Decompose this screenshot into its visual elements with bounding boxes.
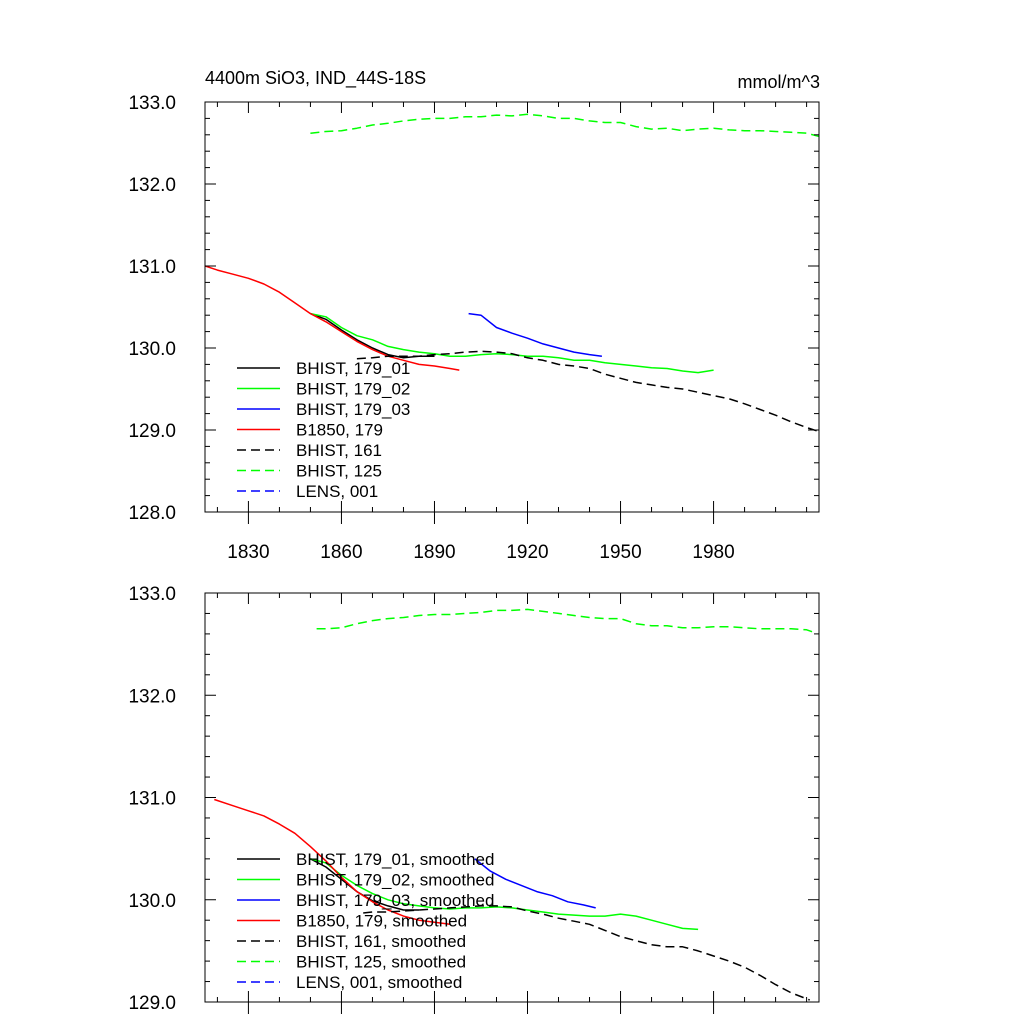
top-panel: 4400m SiO3, IND_44S-18S mmol/m^3 128.012… xyxy=(128,68,820,563)
top-x-tick-label: 1860 xyxy=(320,542,362,563)
bottom-y-tick-label: 129.0 xyxy=(128,993,176,1014)
top-y-tick-label: 133.0 xyxy=(128,93,176,114)
top-tick-marks xyxy=(205,101,819,524)
bottom-plot-frame xyxy=(204,592,820,1003)
top-x-tick-labels: 1830 1860 1890 1920 1950 1980 xyxy=(227,542,734,563)
top-chart-title: 4400m SiO3, IND_44S-18S xyxy=(205,68,426,89)
bottom-legend-label-7: LENS, 001, smoothed xyxy=(296,973,462,992)
bottom-series-line-6 xyxy=(316,608,814,633)
bottom-y-tick-label: 130.0 xyxy=(128,891,176,912)
bottom-series-layer xyxy=(214,608,814,1001)
top-legend-label-5: BHIST, 161 xyxy=(296,441,382,460)
bottom-series-line-2 xyxy=(310,858,699,931)
top-y-tick-label: 128.0 xyxy=(128,503,176,524)
bottom-series-line-3 xyxy=(474,858,596,909)
top-x-tick-label: 1950 xyxy=(599,542,641,563)
top-legend-label-7: LENS, 001 xyxy=(296,482,378,501)
top-series-line-3 xyxy=(468,312,602,357)
top-x-tick-label: 1830 xyxy=(227,542,269,563)
top-legend-label-1: BHIST, 179_01 xyxy=(296,359,410,378)
top-y-tick-labels: 128.0 129.0 130.0 131.0 132.0 133.0 xyxy=(128,93,176,524)
top-x-tick-label: 1920 xyxy=(506,542,548,563)
bottom-y-tick-label: 133.0 xyxy=(128,584,176,605)
bottom-series-line-4 xyxy=(214,798,451,926)
top-y-tick-label: 132.0 xyxy=(128,175,176,196)
top-series-line-6 xyxy=(310,113,819,138)
top-series-layer xyxy=(205,113,819,433)
bottom-y-tick-label: 132.0 xyxy=(128,686,176,707)
top-y-tick-label: 129.0 xyxy=(128,421,176,442)
bottom-tick-marks xyxy=(205,592,819,1014)
top-y-tick-label: 131.0 xyxy=(128,257,176,278)
top-legend-label-3: BHIST, 179_03 xyxy=(296,400,410,419)
bottom-legend: BHIST, 179_01, smoothed BHIST, 179_02, sm… xyxy=(237,850,494,992)
top-chart-units: mmol/m^3 xyxy=(738,72,820,92)
top-series-line-2 xyxy=(310,312,714,374)
top-legend-label-4: B1850, 179 xyxy=(296,421,383,440)
bottom-legend-label-1: BHIST, 179_01, smoothed xyxy=(296,850,494,869)
top-x-tick-label: 1980 xyxy=(692,542,734,563)
bottom-legend-label-5: BHIST, 161, smoothed xyxy=(296,932,466,951)
top-plot-frame xyxy=(204,101,820,513)
bottom-y-tick-label: 131.0 xyxy=(128,789,176,810)
bottom-legend-label-2: BHIST, 179_02, smoothed xyxy=(296,871,494,890)
bottom-legend-label-4: B1850, 179, smoothed xyxy=(296,912,467,931)
top-series-line-4 xyxy=(205,265,460,371)
bottom-legend-label-6: BHIST, 125, smoothed xyxy=(296,953,466,972)
top-legend-label-6: BHIST, 125 xyxy=(296,462,382,481)
bottom-y-tick-labels: 129.0 130.0 131.0 132.0 133.0 xyxy=(128,584,176,1014)
top-series-line-5 xyxy=(356,350,819,433)
bottom-panel: 129.0 130.0 131.0 132.0 133.0 BHIST, 179_01,… xyxy=(128,584,820,1014)
top-legend-label-2: BHIST, 179_02 xyxy=(296,380,410,399)
top-y-tick-label: 130.0 xyxy=(128,339,176,360)
bottom-legend-label-3: BHIST, 179_03, smoothed xyxy=(296,891,494,910)
top-x-tick-label: 1890 xyxy=(413,542,455,563)
